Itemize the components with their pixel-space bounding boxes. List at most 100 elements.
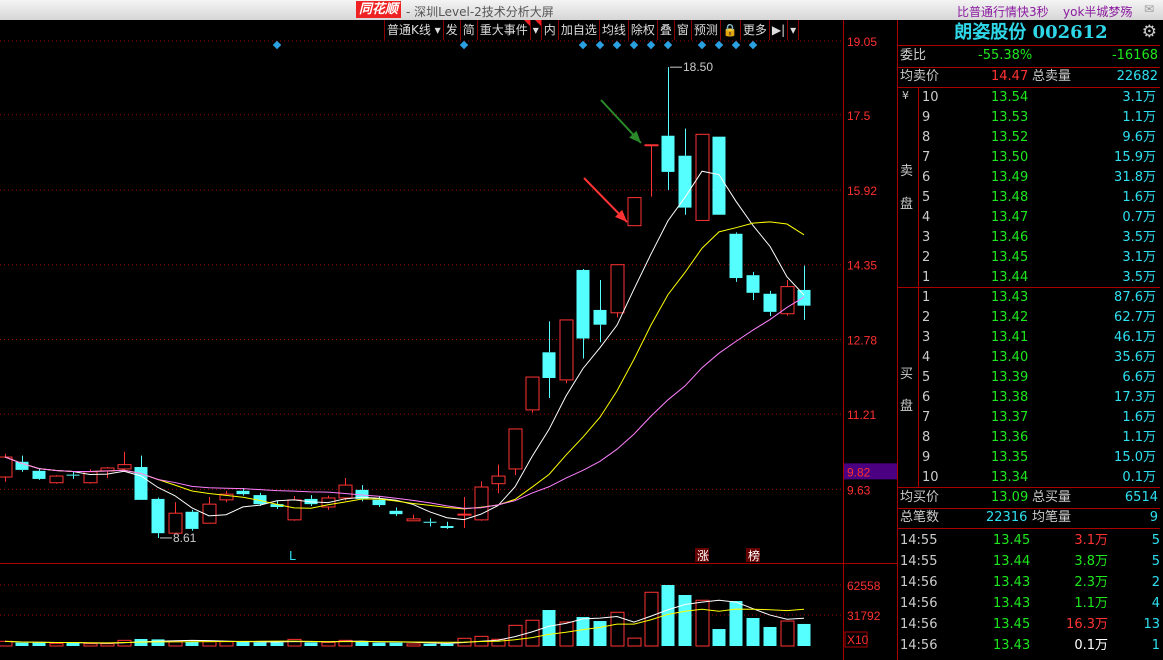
sell-level-row[interactable]: 9 13.53 1.1万 [898,108,1163,128]
sell-label-symbol: ¥ [902,89,909,102]
candle-up [168,512,183,534]
buy-level-row[interactable]: 6 13.38 17.3万 [898,388,1163,408]
volume-bar-up [338,639,353,647]
axis-divider [843,20,844,660]
volume-bar-down [355,641,369,646]
toolbar-item[interactable]: ▾ [787,20,800,40]
candle-up [338,484,353,499]
level-price: 13.37 [991,410,1029,425]
buy-level-row[interactable]: 10 13.34 0.1万 [898,468,1163,488]
volume-tick-label: 31792 [847,609,881,623]
level-volume: 6.6万 [1122,370,1156,385]
buy-level-row[interactable]: 2 13.42 62.7万 [898,308,1163,328]
trade-count-label: 总笔数 [900,510,940,525]
volume-bar-down [593,621,607,646]
gear-icon[interactable]: ⚙ [1141,22,1157,42]
kline-chart[interactable]: 19.05 17.5 15.92 14.35 12.78 11.21 9.63 62558 31… [0,20,897,660]
tick-time: 14:55 [900,533,938,548]
buy-level-row[interactable]: 4 13.40 35.6万 [898,348,1163,368]
volume-bar-down [236,641,250,646]
candle-down [355,489,369,499]
sell-level-row[interactable]: 8 13.52 9.6万 [898,128,1163,148]
level-price: 13.41 [991,330,1029,345]
envelope-icon[interactable]: ✉ [1144,2,1155,16]
sell-level-row[interactable]: 2 13.45 3.1万 [898,248,1163,268]
tick-time: 14:56 [900,638,938,653]
current-price-label: 9.82 [847,465,871,479]
weibi-row: 委比 -55.38% -16168 [898,46,1163,66]
candle-up [406,518,421,522]
buy-level-row[interactable]: 5 13.39 6.6万 [898,368,1163,388]
level-volume: 3.5万 [1122,230,1156,245]
candle-up [610,264,625,314]
user-name[interactable]: yok半城梦殇 [1063,5,1133,19]
candle-down [15,461,29,470]
buy-level-row[interactable]: 1 13.43 87.6万 [898,288,1163,308]
candle-up [202,503,217,524]
tick-row: 14:55 13.45 3.1万 5 [898,531,1163,551]
volume-bar-up [508,624,523,647]
pane-divider [0,563,897,564]
promo-link[interactable]: 比普通行情快3秒 [957,5,1049,19]
level-volume: 17.3万 [1114,390,1156,405]
volume-bar-down [304,642,318,646]
candle-down [593,309,607,325]
candle-down [729,233,743,279]
buy-level-row[interactable]: 8 13.36 1.1万 [898,428,1163,448]
volume-bar-down [746,618,760,646]
sell-level-row[interactable]: 4 13.47 0.7万 [898,208,1163,228]
candle-up [525,376,540,411]
price-tick-label: 17.5 [847,109,871,123]
volume-bar-down [372,642,386,646]
tick-row: 14:56 13.43 0.1万 1 [898,636,1163,656]
level-number: 1 [922,290,931,305]
level-number: 9 [922,450,931,465]
level-number: 6 [922,390,931,405]
event-diamond-icon [272,40,282,50]
level-price: 13.50 [991,150,1029,165]
volume-bar-down [729,601,743,646]
level-volume: 1.6万 [1122,190,1156,205]
candle-up [219,493,234,501]
avg-sell-price: 14.47 [991,69,1029,84]
sell-level-row[interactable]: 5 13.48 1.6万 [898,188,1163,208]
tick-volume: 1.1万 [1074,596,1108,611]
candle-down [236,490,250,495]
buy-level-row[interactable]: 9 13.35 15.0万 [898,448,1163,468]
level-price: 13.42 [991,310,1029,325]
level-price: 13.52 [991,130,1029,145]
level-number: 3 [922,330,931,345]
candle-up [644,144,659,147]
buy-level-row[interactable]: 7 13.37 1.6万 [898,408,1163,428]
volume-bar-down [185,641,199,646]
app-title: - 深圳Level-2技术分析大屏 [406,5,554,19]
sell-level-row[interactable]: 7 13.50 15.9万 [898,148,1163,168]
candle-up [287,499,302,521]
candle-down [763,293,777,312]
level-volume: 15.9万 [1114,150,1156,165]
candle-down [372,499,386,506]
tick-price: 13.45 [993,617,1031,632]
tick-row: 14:56 13.43 2.3万 2 [898,573,1163,593]
price-tick-label: 19.05 [847,35,877,49]
buy-level-row[interactable]: 3 13.41 46.1万 [898,328,1163,348]
volume-ma10-line [4,608,805,644]
sell-level-row[interactable]: 6 13.49 31.8万 [898,168,1163,188]
total-buy-value: 6514 [1124,490,1158,505]
sell-level-row[interactable]: 1 13.44 3.5万 [898,268,1163,288]
level-price: 13.36 [991,430,1029,445]
volume-bar-up [559,621,574,647]
level-volume: 0.1万 [1122,470,1156,485]
sell-level-row[interactable]: 10 13.54 3.1万 [898,88,1163,108]
candle-down [746,275,760,293]
avg-sell-row: 均卖价 14.47 总卖量 22682 [898,67,1163,87]
volume-bar-down [253,642,267,646]
price-tick-label: 11.21 [847,408,876,422]
tick-price: 13.45 [993,533,1031,548]
level-volume: 62.7万 [1114,310,1156,325]
volume-bar-up [219,641,234,647]
level-volume: 3.1万 [1122,250,1156,265]
sell-level-row[interactable]: 3 13.46 3.5万 [898,228,1163,248]
level-number: 1 [922,270,931,285]
event-diamond-icon [629,40,639,50]
